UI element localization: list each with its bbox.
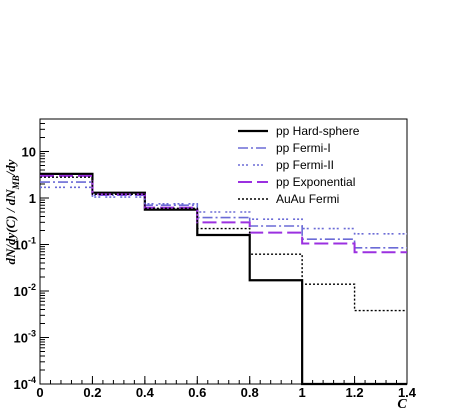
plot-frame (39, 118, 408, 385)
legend-label-2: pp Fermi-II (276, 158, 334, 172)
y-tick-label: 10-4 (14, 375, 36, 392)
legend-label-1: pp Fermi-I (276, 141, 331, 155)
x-tick-label: 0 (36, 385, 43, 400)
axis-labels: CdN/dy(C) / dNMB/dy (3, 159, 407, 412)
legend-label-3: pp Exponential (276, 175, 355, 189)
series-line-4 (40, 176, 407, 312)
legend-label-4: AuAu Fermi (276, 192, 339, 206)
x-tick-label: 0.2 (83, 385, 101, 400)
x-tick-label: 0.4 (136, 385, 155, 400)
x-tick-label: 1 (299, 385, 306, 400)
y-tick-label: 10-2 (14, 282, 36, 299)
y-axis-title: dN/dy(C) / dNMB/dy (3, 159, 21, 264)
y-tick-label: 10 (22, 145, 36, 160)
y-tick-label: 10-3 (14, 329, 36, 346)
x-axis-title: C (397, 397, 407, 409)
x-tick-label: 0.8 (241, 385, 259, 400)
x-tick-label: 0.6 (188, 385, 206, 400)
series-layer (40, 172, 407, 386)
y-tick-label: 1 (29, 191, 36, 206)
x-tick-label: 1.2 (346, 385, 364, 400)
series-line-3 (40, 174, 407, 254)
legend-label-0: pp Hard-sphere (276, 124, 360, 138)
series-line-0 (40, 172, 407, 386)
x-tick-label: 1.4 (398, 385, 417, 400)
legend: pp Hard-sphere pp Fermi-I pp Fermi-II pp Ex… (238, 124, 360, 206)
